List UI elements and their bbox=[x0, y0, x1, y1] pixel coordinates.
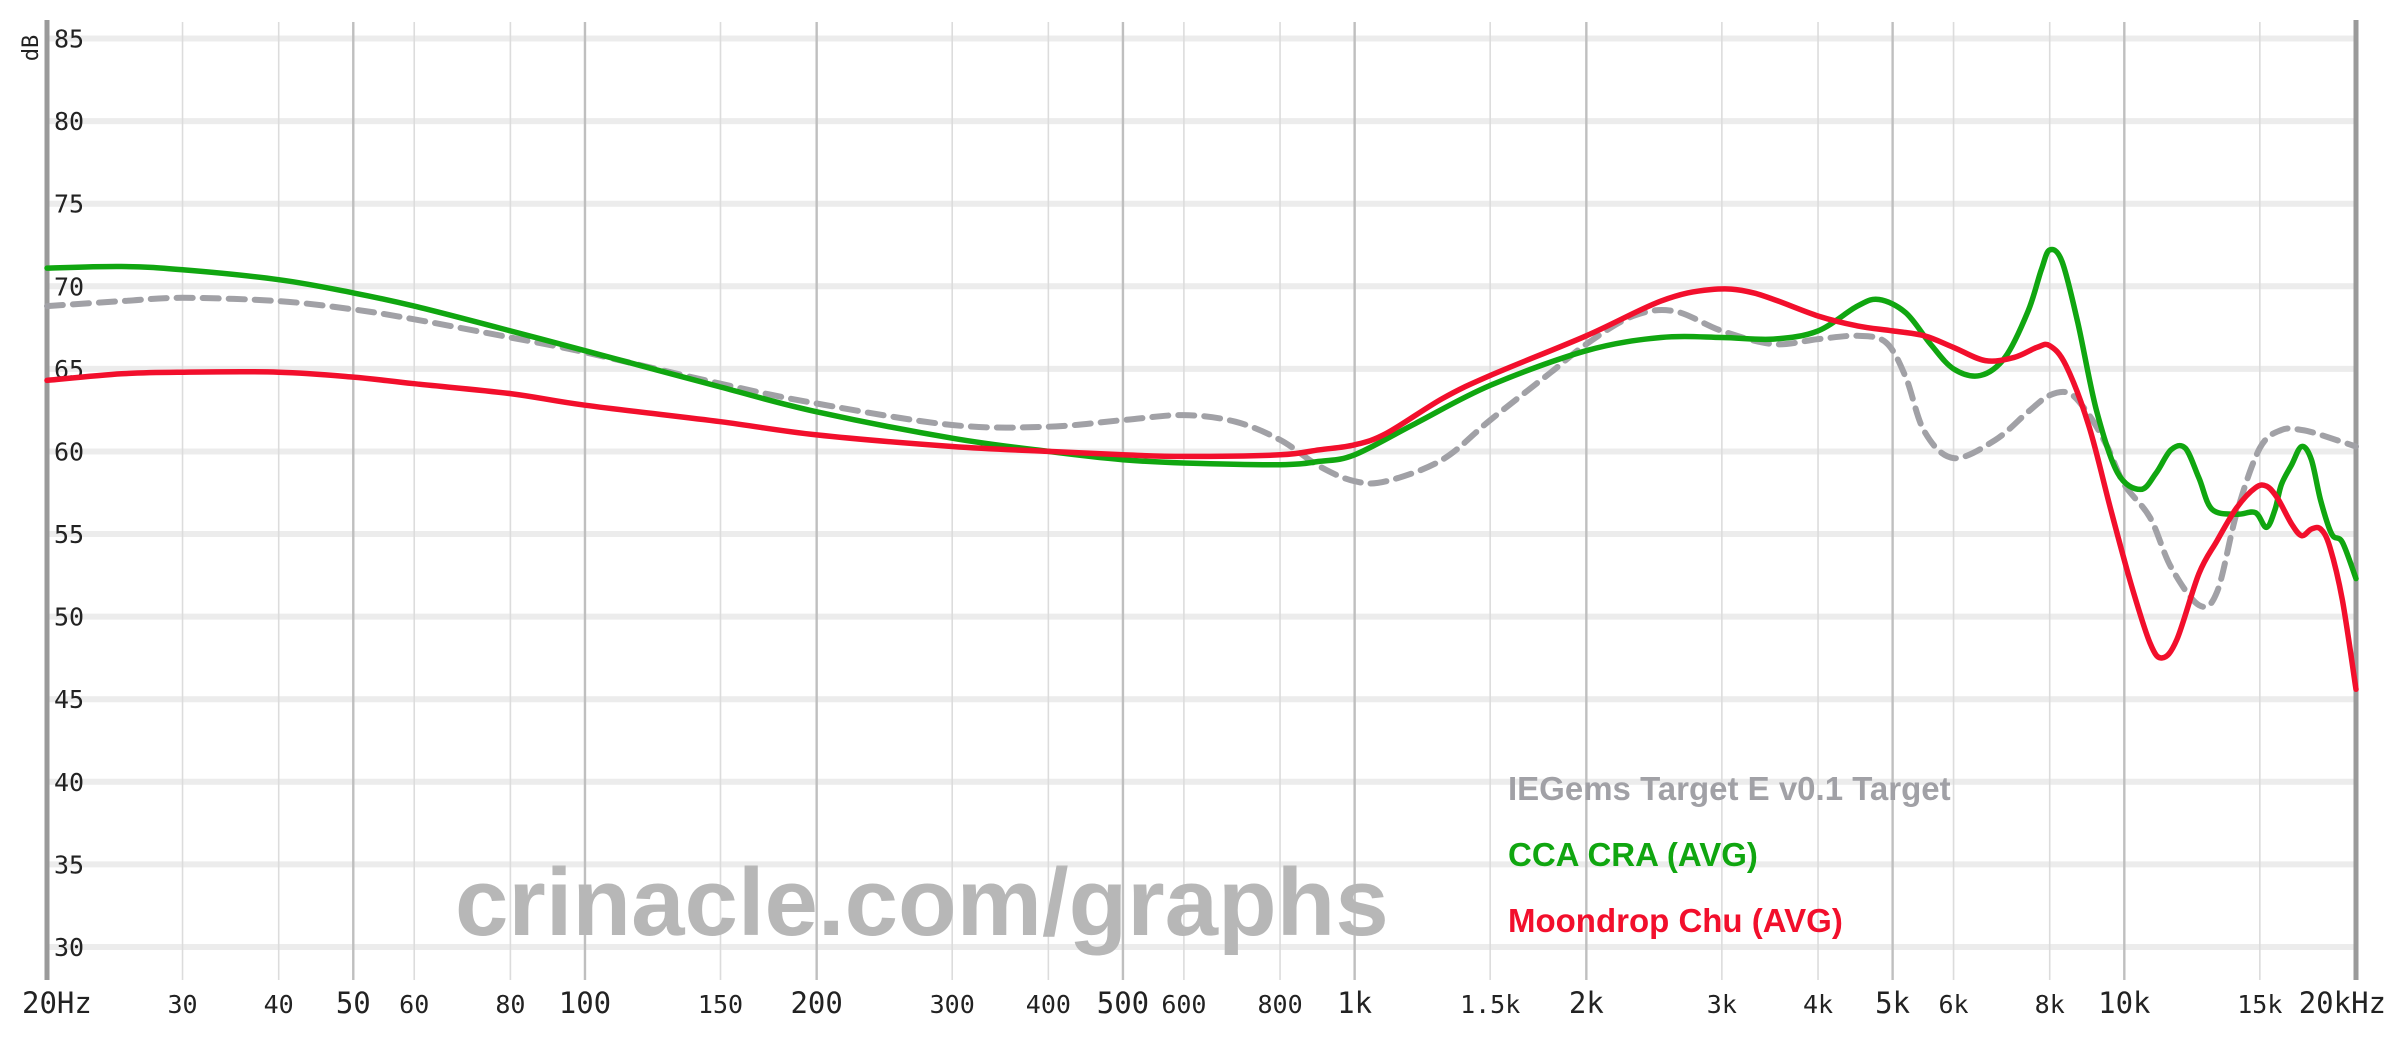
x-tick-label: 40 bbox=[264, 990, 294, 1019]
x-tick-label: 8k bbox=[2035, 990, 2065, 1019]
x-tick-label: 150 bbox=[698, 990, 743, 1019]
y-tick-label: 35 bbox=[54, 850, 84, 879]
y-tick-label: 80 bbox=[54, 107, 84, 136]
x-tick-label: 1.5k bbox=[1460, 990, 1520, 1019]
y-tick-label: 45 bbox=[54, 685, 84, 714]
y-tick-label: 85 bbox=[54, 25, 84, 54]
x-tick-label: 50 bbox=[336, 986, 371, 1020]
legend-entry-target-curve: IEGems Target E v0.1 Target bbox=[1508, 770, 1951, 807]
y-axis-label: dB bbox=[19, 35, 44, 62]
x-tick-label: 3k bbox=[1707, 990, 1737, 1019]
x-tick-label: 100 bbox=[559, 986, 611, 1020]
y-tick-label: 70 bbox=[54, 272, 84, 301]
legend: IEGems Target E v0.1 Target CCA CRA (AVG)… bbox=[1508, 770, 1951, 939]
x-tick-label: 2k bbox=[1569, 986, 1604, 1020]
series bbox=[44, 246, 2359, 693]
grid bbox=[44, 20, 2359, 980]
x-tick-label: 500 bbox=[1097, 986, 1149, 1020]
x-tick-label: 20kHz bbox=[2299, 986, 2386, 1020]
y-tick-label: 50 bbox=[54, 603, 84, 632]
legend-entry-cca-cra-curve: CCA CRA (AVG) bbox=[1508, 836, 1758, 873]
watermark-text: crinacle.com/graphs bbox=[455, 849, 1389, 956]
y-tick-label: 30 bbox=[54, 933, 84, 962]
x-tick-label: 20Hz bbox=[22, 986, 92, 1020]
y-tick-label: 55 bbox=[54, 520, 84, 549]
y-tick-label: 60 bbox=[54, 437, 84, 466]
x-tick-label: 200 bbox=[790, 986, 842, 1020]
x-tick-label: 800 bbox=[1257, 990, 1302, 1019]
y-tick-label: 40 bbox=[54, 768, 84, 797]
y-tick-label: 75 bbox=[54, 190, 84, 219]
x-tick-label: 15k bbox=[2237, 990, 2282, 1019]
series-line-cca-cra-curve bbox=[44, 246, 2359, 582]
x-tick-label: 1k bbox=[1337, 986, 1372, 1020]
x-tick-label: 600 bbox=[1161, 990, 1206, 1019]
x-tick-label: 60 bbox=[399, 990, 429, 1019]
x-tick-label: 30 bbox=[167, 990, 197, 1019]
x-tick-label: 10k bbox=[2098, 986, 2151, 1020]
x-tick-label: 400 bbox=[1026, 990, 1071, 1019]
x-axis-ticks: 20Hz 30 40 50 60 80 100 150 200 300 400 500 600 800 1k… bbox=[22, 986, 2386, 1020]
x-tick-label: 4k bbox=[1803, 990, 1833, 1019]
x-tick-label: 5k bbox=[1875, 986, 1910, 1020]
x-tick-label: 300 bbox=[930, 990, 975, 1019]
x-tick-label: 80 bbox=[495, 990, 525, 1019]
series-line-moondrop-chu-curve bbox=[44, 286, 2359, 693]
legend-entry-moondrop-chu-curve: Moondrop Chu (AVG) bbox=[1508, 902, 1843, 939]
x-tick-label: 6k bbox=[1939, 990, 1969, 1019]
